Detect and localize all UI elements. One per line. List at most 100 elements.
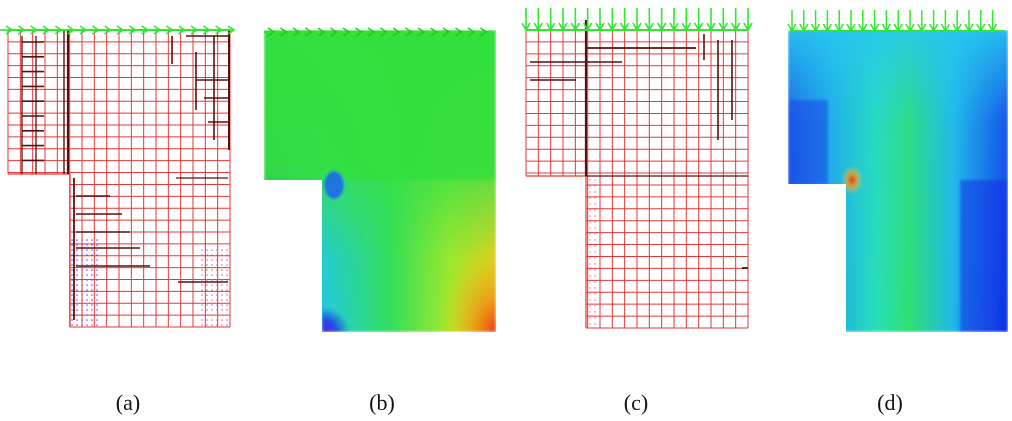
mesh-dot [216,304,218,306]
mesh-dot [71,274,73,276]
mesh-dot [91,279,93,281]
mesh-dot [594,233,596,235]
mesh-dot [201,309,203,311]
mesh-dot [91,254,93,256]
mesh-dot [594,179,596,181]
mesh-dot [589,305,591,307]
load-arrows [0,25,236,35]
load-arrow-head [330,27,338,37]
load-arrow-head [380,27,388,37]
mesh-dot [221,324,223,326]
mesh-dot [206,319,208,321]
mesh-dot [211,309,213,311]
mesh-dot [206,289,208,291]
mesh-dot [221,289,223,291]
mesh-dot [86,299,88,301]
mesh-dot [201,254,203,256]
mesh-dot [81,284,83,286]
load-arrows [521,8,753,32]
mesh-dot [594,275,596,277]
mesh-dot [201,284,203,286]
mesh-dot [211,314,213,316]
mesh-dot [96,314,98,316]
mesh-dot [221,284,223,286]
mesh-dot [71,314,73,316]
mesh-dot [589,317,591,319]
mesh-dot [206,324,208,326]
mesh-dot [594,197,596,199]
mesh-dot [589,269,591,271]
mesh-dot [201,314,203,316]
mesh-dot [71,279,73,281]
mesh-dot [81,259,83,261]
mesh-dot [201,289,203,291]
mesh-dot [206,274,208,276]
mesh-dot [594,203,596,205]
mesh-dot [211,259,213,261]
mesh-dot [221,279,223,281]
mesh-dot [86,289,88,291]
mesh-dot [81,239,83,241]
mesh-dot [91,309,93,311]
mesh-dot [76,279,78,281]
mesh-dot [589,215,591,217]
mesh-dot [76,269,78,271]
field-coldspot [322,260,402,332]
load-arrow-head [292,27,301,37]
mesh-dot [86,309,88,311]
mesh-dot [221,254,223,256]
load-arrow-head [834,23,844,33]
mesh-dot [91,299,93,301]
panel-a-mesh [0,25,236,328]
mesh-dot [206,309,208,311]
mesh-dot [594,215,596,217]
field-hotspot [842,166,862,194]
mesh-dot [594,323,596,325]
load-arrow-head [810,23,821,33]
crack-lines [530,20,748,269]
load-arrow-head [267,27,276,37]
mesh-dot [76,309,78,311]
mesh-dot [211,289,213,291]
panel-b-field [264,27,496,332]
load-arrow-head [430,27,438,37]
mesh-dot [81,314,83,316]
mesh-dot [221,274,223,276]
mesh-dot [216,254,218,256]
mesh-dot [71,249,73,251]
mesh-dot [226,264,228,266]
mesh-dot [71,319,73,321]
mesh-dot [86,314,88,316]
load-arrow-head [976,23,986,33]
panel-c-mesh [521,8,753,329]
mesh-dot [91,324,93,326]
mesh-dot [81,254,83,256]
mesh-dot [91,244,93,246]
mesh-dot [81,244,83,246]
mesh-dot [96,299,98,301]
mesh-dot [91,289,93,291]
mesh-dot [76,259,78,261]
load-arrow-head [787,23,797,33]
mesh-dot [211,269,213,271]
load-arrow-head [917,23,927,33]
mesh-dot [594,185,596,187]
mesh-dot [226,294,228,296]
mesh-dot [226,314,228,316]
mesh-dot [594,191,596,193]
load-arrow-head [893,23,903,33]
mesh-dot [594,311,596,313]
mesh-dot [76,274,78,276]
mesh-dot [216,314,218,316]
mesh-dot [86,304,88,306]
caption-c: (c) [623,390,649,415]
mesh-dot [211,249,213,251]
mesh-dot [86,259,88,261]
mesh-dot [81,264,83,266]
mesh-dot [91,264,93,266]
mesh-dot [589,299,591,301]
mesh-dot [86,279,88,281]
mesh-dot [589,191,591,193]
mesh-dot [96,249,98,251]
mesh-dot [96,244,98,246]
